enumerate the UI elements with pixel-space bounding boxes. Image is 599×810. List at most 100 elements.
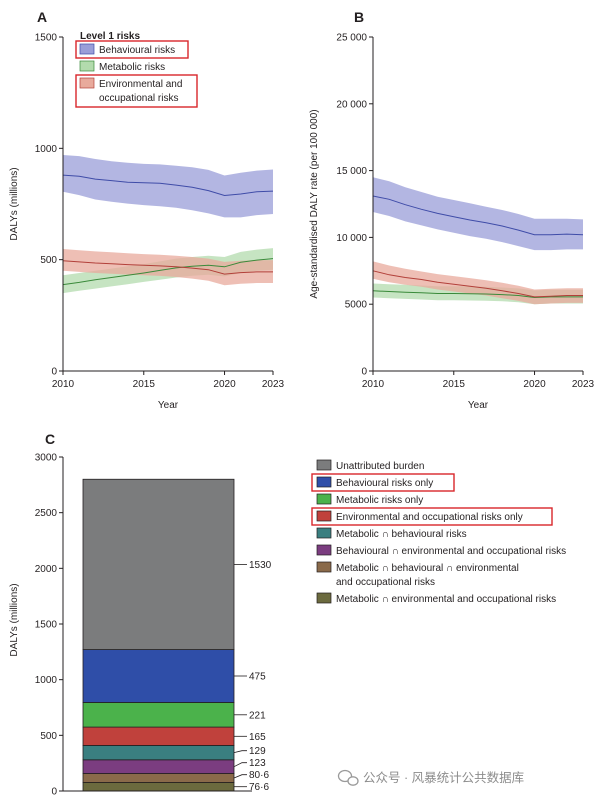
watermark-text: 公众号 · 风暴统计公共数据库 xyxy=(363,770,524,785)
panel-c-axes: 0 500 1000 1500 2000 2500 3000 xyxy=(35,453,252,798)
panel-b-x-axis-label: Year xyxy=(468,400,489,411)
panel-c-legend-item: Metabolic ∩ behavioural risks xyxy=(336,529,467,540)
y-tick-label: 500 xyxy=(40,731,57,742)
legend-swatch-metabolic xyxy=(79,60,95,72)
y-tick-label: 20 000 xyxy=(336,99,367,110)
label-leader-line xyxy=(233,750,247,753)
panel-a-legend-item: Behavioural risks xyxy=(99,45,175,56)
panel-c-legend-item: Behavioural risks only xyxy=(336,478,433,489)
y-tick-label: 1000 xyxy=(35,144,58,155)
bar-segment xyxy=(82,702,235,728)
panel-a-y-axis-label: DALYs (millions) xyxy=(9,167,20,240)
segment-value-label: 76·6 xyxy=(249,782,269,793)
y-tick-label: 500 xyxy=(40,255,57,266)
panel-a-x-axis-label: Year xyxy=(158,400,179,411)
panel-a-line-chart: 0 500 1000 1500 2010 2015 2020 2023 Year DALYs … xyxy=(9,31,285,411)
segment-value-label: 123 xyxy=(249,758,266,769)
bar-segment xyxy=(82,649,235,703)
x-tick-label: 2023 xyxy=(572,379,595,390)
panel-a-letter: A xyxy=(37,9,47,25)
y-tick-label: 0 xyxy=(361,367,367,378)
panel-c-legend-item: Metabolic ∩ environmental and occupation… xyxy=(336,594,556,605)
panel-a-legend: Level 1 risks Behavioural risks Metaboli… xyxy=(75,31,198,108)
bar-segment xyxy=(82,478,235,650)
panel-c-legend-item: and occupational risks xyxy=(336,577,435,588)
panel-c-legend-item: Unattributed burden xyxy=(336,461,424,472)
panel-a-legend-item: Metabolic risks xyxy=(99,62,165,73)
a-series-line-2 xyxy=(62,260,273,275)
y-tick-label: 1500 xyxy=(35,33,58,44)
legend-swatch xyxy=(316,592,332,604)
y-tick-label: 1000 xyxy=(35,675,58,686)
y-tick-label: 1500 xyxy=(35,620,58,631)
x-tick-label: 2020 xyxy=(523,379,546,390)
legend-swatch-behavioural xyxy=(79,43,95,55)
y-tick-label: 3000 xyxy=(35,453,58,464)
panel-b-axes: 0 5000 10 000 15 000 20 000 25 000 2010 2015 202… xyxy=(336,33,594,391)
panel-b-line-chart: 0 5000 10 000 15 000 20 000 25 000 2010 2015 202… xyxy=(309,33,595,412)
panel-c-legend-item: Metabolic ∩ behavioural ∩ environmental xyxy=(336,563,519,574)
y-tick-label: 5000 xyxy=(345,300,368,311)
y-tick-label: 0 xyxy=(51,367,57,378)
panel-c-letter: C xyxy=(45,431,55,447)
panel-c-y-axis-label: DALYs (millions) xyxy=(9,583,20,656)
legend-highlight-box xyxy=(311,507,553,526)
b-series-line-2 xyxy=(372,270,583,298)
y-tick-label: 2000 xyxy=(35,564,58,575)
b-band-0 xyxy=(373,177,583,251)
x-tick-label: 2015 xyxy=(443,379,466,390)
panel-c-legend: Unattributed burden Behavioural risks onl… xyxy=(311,459,566,605)
bar-segment xyxy=(82,759,235,774)
x-tick-label: 2015 xyxy=(133,379,156,390)
legend-swatch xyxy=(316,561,332,573)
segment-value-label: 165 xyxy=(249,732,266,743)
bar-segment xyxy=(82,745,235,761)
segment-value-label: 1530 xyxy=(249,560,272,571)
label-leader-line xyxy=(233,774,247,779)
panel-a-legend-item: Environmental and xyxy=(99,79,182,90)
panel-c-bar-segments xyxy=(82,478,235,792)
a-band-2 xyxy=(63,249,273,286)
legend-swatch xyxy=(316,527,332,539)
bar-segment xyxy=(82,726,235,746)
legend-swatch xyxy=(316,544,332,556)
legend-swatch xyxy=(316,459,332,471)
segment-value-label: 475 xyxy=(249,672,266,683)
panel-b-y-axis-label: Age-standardised DALY rate (per 100 000) xyxy=(309,109,320,298)
y-tick-label: 15 000 xyxy=(336,166,367,177)
a-series-line-1 xyxy=(62,258,274,286)
b-band-2 xyxy=(373,261,583,305)
legend-highlight-box xyxy=(311,473,455,492)
y-tick-label: 10 000 xyxy=(336,233,367,244)
segment-value-label: 129 xyxy=(249,746,266,757)
wechat-logo-icon xyxy=(337,769,359,786)
a-band-0 xyxy=(63,155,273,218)
b-series-line-1 xyxy=(372,290,583,299)
watermark: 公众号 · 风暴统计公共数据库 xyxy=(337,769,524,786)
panel-b-series-lines xyxy=(372,195,584,299)
legend-swatch xyxy=(316,476,332,488)
legend-swatch-environmental xyxy=(79,77,95,89)
x-tick-label: 2023 xyxy=(262,379,285,390)
y-tick-label: 0 xyxy=(51,787,57,798)
panel-a-legend-title: Level 1 risks xyxy=(80,31,140,42)
panel-a-uncertainty-bands xyxy=(63,155,273,294)
label-leader-line xyxy=(233,762,247,768)
legend-swatch xyxy=(316,510,332,522)
bar-segment xyxy=(82,773,235,783)
segment-value-label: 80·6 xyxy=(249,770,269,781)
panel-a-series-lines xyxy=(62,174,274,286)
highlight-box-environmental xyxy=(75,74,198,108)
bar-segment xyxy=(82,782,235,792)
b-series-line-0 xyxy=(372,195,584,236)
panel-a-axes: 0 500 1000 1500 2010 2015 2020 2023 xyxy=(35,33,285,391)
y-tick-label: 2500 xyxy=(35,508,58,519)
highlight-box-behavioural xyxy=(75,40,189,59)
x-tick-label: 2010 xyxy=(362,379,385,390)
panel-c-legend-item: Metabolic risks only xyxy=(336,495,423,506)
legend-swatch xyxy=(316,493,332,505)
panel-b-letter: B xyxy=(354,9,364,25)
